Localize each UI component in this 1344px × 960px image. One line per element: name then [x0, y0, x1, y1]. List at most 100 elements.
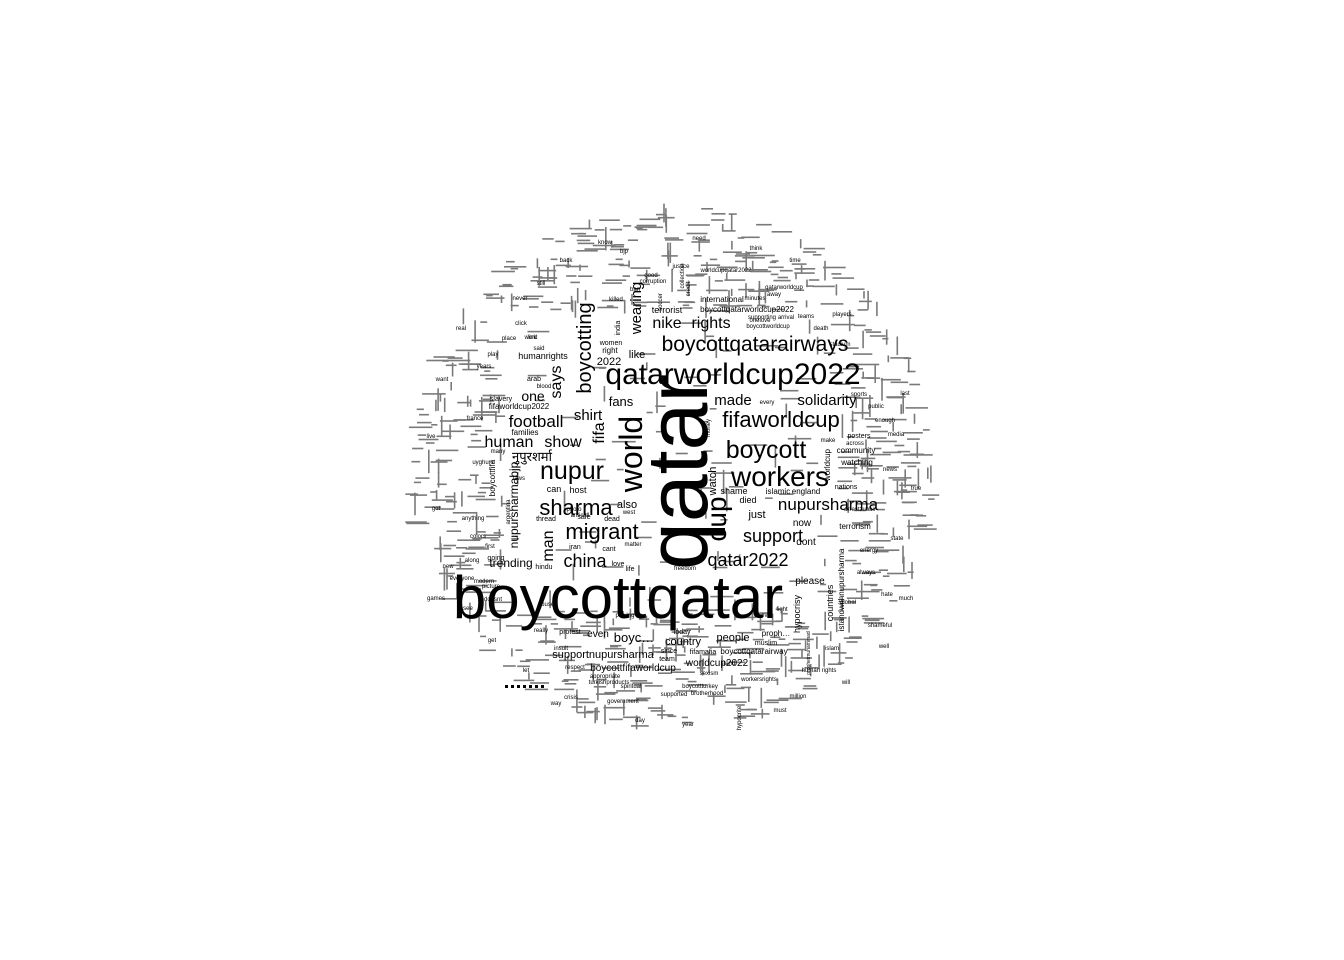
- cloud-word-support: support: [743, 526, 803, 546]
- filler-tick: [841, 596, 843, 612]
- filler-tick: [428, 449, 430, 474]
- filler-tick: [831, 617, 847, 619]
- filler-tick: [711, 219, 725, 221]
- filler-tick: [576, 239, 591, 242]
- filler-tick: [803, 247, 825, 250]
- filler-tick: [702, 609, 721, 611]
- filler-tick: [719, 305, 741, 307]
- filler-tick: [510, 267, 519, 270]
- filler-tick: [797, 622, 806, 625]
- filler-tick: [529, 306, 539, 308]
- cloud-word-countries: countries: [825, 584, 835, 621]
- cloud-word-get: get: [488, 638, 497, 644]
- cloud-word-state: state: [890, 536, 904, 542]
- filler-tick: [536, 258, 539, 269]
- filler-tick: [771, 260, 779, 262]
- filler-tick: [703, 450, 713, 452]
- filler-tick: [555, 240, 565, 243]
- filler-tick: [517, 665, 530, 668]
- filler-tick: [735, 253, 751, 255]
- filler-tick: [773, 279, 791, 282]
- filler-tick: [453, 492, 456, 509]
- filler-tick: [485, 297, 505, 299]
- cloud-word-nike: nike: [652, 315, 681, 332]
- cloud-word-boycottturkey: boycottturkey: [682, 684, 718, 690]
- filler-tick: [712, 566, 728, 569]
- filler-tick: [609, 248, 629, 251]
- filler-tick: [577, 711, 594, 714]
- filler-tick: [832, 277, 854, 279]
- filler-tick: [511, 537, 520, 540]
- filler-tick: [683, 629, 691, 631]
- filler-tick: [856, 503, 875, 505]
- filler-tick: [820, 583, 827, 586]
- filler-tick: [854, 324, 866, 327]
- filler-tick: [780, 648, 783, 667]
- cloud-word-sports: sports: [851, 392, 867, 398]
- filler-tick: [646, 301, 670, 303]
- filler-tick: [469, 399, 472, 407]
- filler-tick: [468, 546, 485, 549]
- filler-tick: [474, 429, 493, 432]
- filler-tick: [500, 295, 503, 303]
- filler-tick: [638, 646, 641, 663]
- filler-tick: [724, 685, 726, 693]
- filler-tick: [750, 270, 772, 273]
- cloud-word-day: day: [635, 718, 645, 724]
- filler-tick: [603, 706, 626, 709]
- filler-tick: [746, 708, 756, 711]
- filler-tick: [848, 549, 870, 552]
- filler-tick: [550, 308, 562, 311]
- cloud-word-picture: picture: [482, 584, 501, 590]
- filler-tick: [663, 203, 665, 223]
- filler-tick: [447, 520, 457, 523]
- filler-tick: [889, 600, 898, 602]
- filler-tick: [656, 391, 658, 414]
- cloud-word-colors: colors: [470, 534, 486, 540]
- filler-tick: [687, 684, 707, 686]
- cloud-word-teams: teams: [798, 314, 814, 320]
- filler-tick: [765, 497, 773, 499]
- filler-tick: [887, 355, 890, 363]
- filler-tick: [749, 660, 752, 675]
- filler-tick: [892, 527, 895, 537]
- filler-tick: [903, 556, 905, 573]
- cloud-word-died: died: [739, 495, 756, 505]
- cloud-word-media: media: [888, 432, 905, 438]
- cloud-word-new: new: [442, 564, 454, 570]
- cloud-word-along: along: [465, 558, 480, 564]
- filler-tick: [666, 643, 684, 646]
- filler-tick: [847, 463, 871, 465]
- cloud-word-years: years: [477, 364, 492, 370]
- filler-tick: [527, 374, 547, 377]
- cloud-word-qatar: qatar: [630, 374, 726, 570]
- filler-tick: [660, 619, 672, 622]
- filler-tick: [865, 331, 882, 333]
- filler-tick: [764, 290, 767, 304]
- cloud-word-community: community: [837, 446, 876, 455]
- filler-tick: [549, 590, 551, 609]
- filler-tick: [657, 714, 674, 716]
- filler-tick: [803, 685, 817, 687]
- filler-tick: [744, 269, 768, 271]
- filler-tick: [851, 410, 854, 432]
- filler-tick: [686, 284, 697, 286]
- filler-tick: [646, 362, 648, 371]
- cloud-word-muslim: muslim: [755, 640, 777, 647]
- filler-tick: [484, 564, 495, 566]
- filler-tick: [712, 693, 715, 705]
- filler-tick: [476, 591, 494, 594]
- filler-tick: [882, 337, 889, 340]
- filler-tick: [758, 288, 777, 291]
- filler-tick: [527, 330, 550, 333]
- filler-tick: [905, 407, 928, 409]
- filler-tick: [657, 216, 675, 219]
- filler-tick: [711, 213, 726, 215]
- cloud-word-host: host: [569, 485, 587, 495]
- filler-tick: [538, 641, 556, 643]
- filler-tick: [613, 244, 625, 246]
- filler-tick: [461, 588, 481, 590]
- filler-tick: [797, 627, 809, 630]
- filler-tick: [900, 462, 921, 464]
- cloud-word-good: good: [644, 273, 657, 279]
